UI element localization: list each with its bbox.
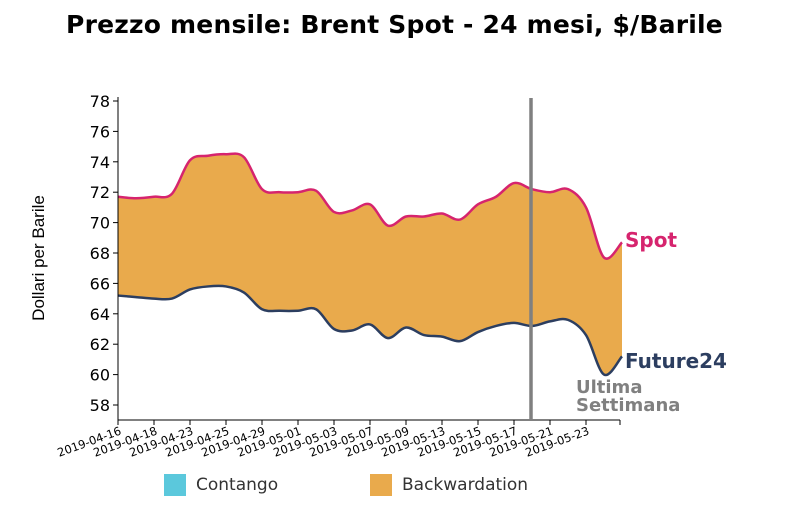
y-tick-label: 76	[90, 122, 110, 141]
chart-title: Prezzo mensile: Brent Spot - 24 mesi, $/…	[66, 10, 723, 39]
y-tick-label: 74	[90, 153, 110, 172]
y-tick-label: 72	[90, 183, 110, 202]
future24-label: Future24	[625, 349, 727, 373]
marker-label-line1: Ultima	[576, 377, 642, 398]
y-tick-label: 68	[90, 244, 110, 263]
y-tick-label: 60	[90, 366, 110, 385]
legend-item-backwardation[interactable]: Backwardation	[370, 474, 528, 496]
y-tick-label: 70	[90, 214, 110, 233]
legend-item-contango[interactable]: Contango	[164, 474, 278, 496]
contango-swatch-icon	[164, 474, 186, 496]
y-tick-label: 62	[90, 335, 110, 354]
backwardation-area	[118, 153, 622, 376]
spot-label: Spot	[625, 228, 677, 252]
spot-line	[117, 152, 623, 260]
legend-label-contango: Contango	[196, 475, 279, 495]
y-tick-label: 64	[90, 305, 110, 324]
y-tick-label: 58	[90, 396, 110, 415]
legend-label-backwardation: Backwardation	[402, 475, 529, 495]
backwardation-swatch-icon	[370, 474, 392, 496]
marker-label-line2: Settimana	[576, 395, 680, 416]
future24-line	[117, 284, 623, 377]
y-tick-label: 66	[90, 274, 110, 293]
y-tick-label: 78	[90, 92, 110, 111]
y-axis-label: Dollari per Barile	[29, 195, 48, 321]
